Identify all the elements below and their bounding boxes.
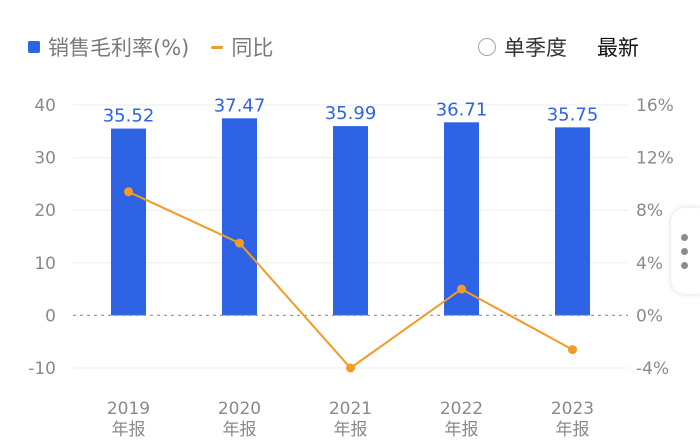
- data-label: 36.71: [436, 99, 488, 120]
- bar-2021: [333, 126, 368, 316]
- x-tick-year: 2021: [329, 399, 372, 419]
- y-left-tick: -10: [28, 359, 56, 379]
- legend-label-margin: 销售毛利率(%): [48, 36, 190, 60]
- data-label: 35.75: [547, 104, 599, 125]
- yoy-swatch: [211, 45, 224, 49]
- bar-2022: [444, 122, 479, 316]
- y-right-tick: -4%: [636, 359, 669, 379]
- y-right-tick: 4%: [636, 254, 663, 274]
- y-left-tick: 10: [34, 254, 56, 274]
- y-right-tick: 8%: [636, 201, 663, 221]
- bar-2020: [222, 118, 257, 316]
- data-label: 37.47: [214, 95, 266, 116]
- yoy-point-2019: [124, 187, 133, 197]
- bar-2023: [555, 127, 590, 316]
- y-left-tick: 0: [45, 306, 56, 326]
- legend-item-margin[interactable]: 销售毛利率(%): [28, 32, 189, 62]
- bar-2019: [111, 128, 146, 316]
- yoy-point-2021: [346, 363, 355, 373]
- y-left-tick: 30: [34, 149, 56, 169]
- x-tick-year: 2019: [107, 399, 150, 419]
- x-tick-type: 年报: [223, 420, 257, 440]
- more-vertical-icon-dot-1: [681, 234, 688, 241]
- x-tick-type: 年报: [445, 420, 479, 440]
- y-left-tick: 40: [34, 96, 56, 116]
- data-label: 35.52: [103, 106, 155, 127]
- yoy-point-2022: [457, 284, 466, 294]
- x-tick-type: 年报: [556, 420, 590, 440]
- y-right-tick: 12%: [636, 149, 674, 169]
- margin-swatch: [28, 41, 40, 53]
- y-left-tick: 20: [34, 201, 56, 221]
- more-vertical-icon-dot-3: [681, 262, 688, 269]
- x-tick-type: 年报: [112, 420, 146, 440]
- more-vertical-icon-dot-2: [681, 248, 688, 255]
- chart-legend: 销售毛利率(%) 同比: [28, 30, 295, 64]
- radio-circle-icon[interactable]: [478, 38, 496, 56]
- data-label: 35.99: [325, 103, 377, 124]
- single-quarter-label: 单季度: [504, 36, 567, 60]
- yoy-point-2023: [568, 345, 577, 355]
- x-tick-year: 2023: [551, 399, 594, 419]
- single-quarter-toggle[interactable]: 单季度: [478, 30, 567, 64]
- legend-item-yoy[interactable]: 同比: [211, 32, 273, 62]
- latest-label: 最新: [597, 36, 639, 60]
- x-tick-year: 2022: [440, 399, 483, 419]
- legend-label-yoy: 同比: [231, 36, 274, 60]
- y-right-tick: 16%: [636, 96, 674, 116]
- yoy-point-2020: [235, 238, 244, 248]
- x-tick-year: 2020: [218, 399, 261, 419]
- latest-button[interactable]: 最新: [597, 30, 639, 64]
- side-panel-handle[interactable]: [671, 208, 700, 294]
- y-right-tick: 0%: [636, 306, 663, 326]
- x-tick-type: 年报: [334, 420, 368, 440]
